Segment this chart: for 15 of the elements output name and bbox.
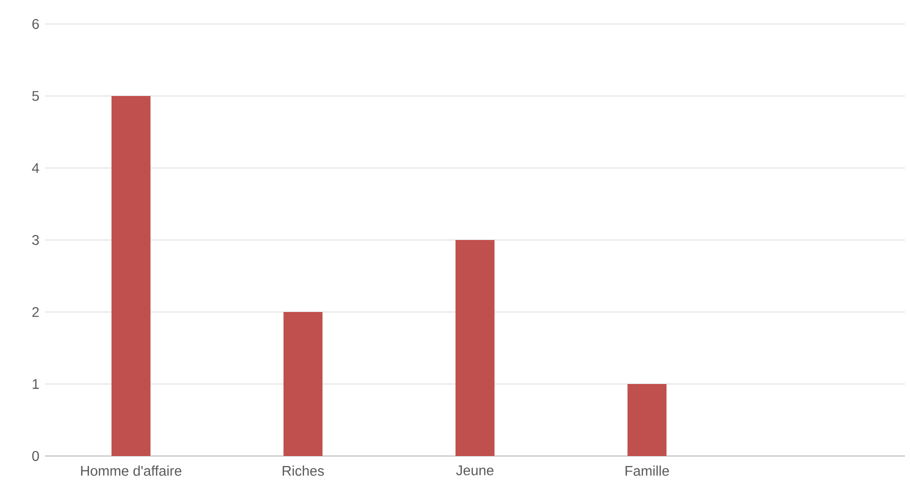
x-tick-label: Famille — [626, 466, 669, 476]
x-tick-label: Homme d'affaire — [81, 466, 182, 476]
y-tick-label: 6 — [32, 19, 39, 29]
y-tick-label: 3 — [32, 235, 39, 245]
y-tick-label: 1 — [32, 379, 39, 389]
y-tick-label: 2 — [32, 307, 39, 317]
bar — [628, 384, 666, 456]
x-tick-label: Riches — [282, 466, 324, 476]
y-tick-label: 4 — [32, 163, 40, 173]
y-tick-label: 0 — [32, 451, 39, 461]
bar — [284, 312, 323, 456]
bar — [112, 96, 150, 456]
x-tick-label: Jeune — [456, 466, 494, 476]
bar — [456, 240, 495, 456]
y-tick-label: 5 — [32, 91, 39, 101]
